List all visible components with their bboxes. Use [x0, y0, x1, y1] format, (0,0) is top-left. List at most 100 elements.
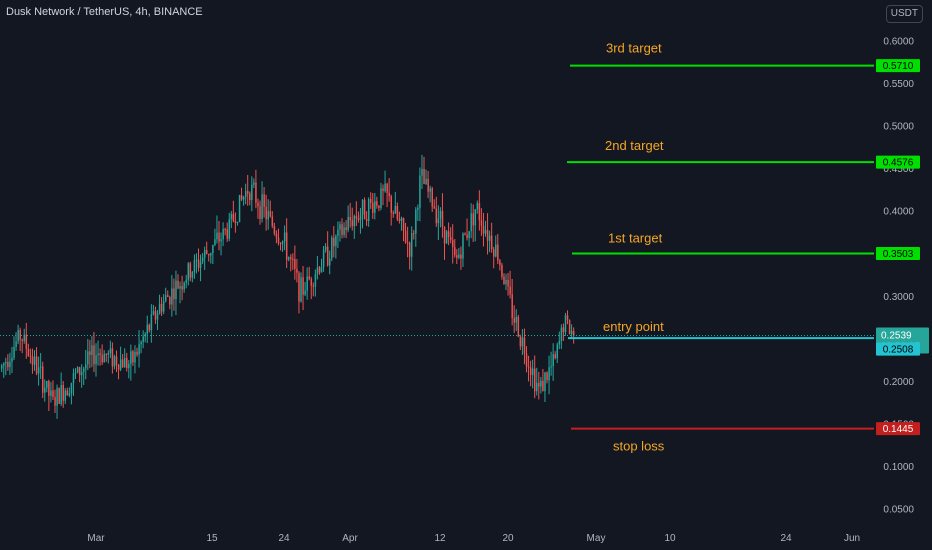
candle: [302, 266, 304, 311]
candle: [347, 205, 349, 233]
candle: [564, 312, 567, 336]
candle: [558, 331, 561, 350]
candle: [429, 185, 431, 203]
candle: [52, 380, 54, 401]
candle: [124, 348, 126, 368]
candle: [290, 254, 292, 272]
symbol-title[interactable]: Dusk Network / TetherUS, 4h, BINANCE: [6, 6, 203, 18]
candle: [171, 275, 173, 317]
candle: [452, 224, 454, 264]
candle: [525, 346, 528, 373]
candle: [173, 278, 175, 311]
candle: [454, 239, 456, 258]
candle: [513, 305, 515, 333]
price-tag-1st-target: 0.3503: [876, 246, 920, 260]
candle: [23, 328, 26, 344]
candle: [351, 207, 354, 231]
candle: [406, 226, 409, 258]
candle: [411, 226, 413, 271]
candle: [476, 200, 479, 214]
candle: [331, 235, 333, 262]
svg-text:0.4576: 0.4576: [883, 158, 914, 169]
x-tick-label: Mar: [87, 533, 105, 544]
candle: [390, 194, 392, 226]
candle: [480, 208, 483, 236]
candle: [251, 176, 253, 212]
candle: [21, 338, 23, 354]
candle: [505, 273, 507, 291]
candle: [1, 363, 3, 373]
candle: [370, 192, 372, 209]
currency-badge[interactable]: USDT: [885, 5, 923, 23]
candle: [31, 348, 34, 374]
candle: [392, 210, 395, 218]
candle: [175, 270, 177, 316]
x-tick-label: 20: [502, 533, 514, 544]
candle: [185, 274, 187, 289]
candle: [126, 352, 128, 372]
candle: [54, 389, 56, 413]
candle: [472, 204, 474, 242]
y-tick-label: 0.5500: [883, 79, 914, 90]
annotation-stop-loss[interactable]: stop loss: [613, 439, 665, 454]
candle: [456, 249, 458, 264]
y-tick-label: 0.6000: [883, 37, 914, 48]
candle: [386, 182, 388, 208]
candle: [240, 187, 243, 202]
candle: [177, 274, 179, 290]
candle: [142, 330, 144, 349]
price-tag-entry-point: 0.2508: [876, 342, 920, 356]
candle: [244, 183, 247, 205]
annotation-entry-point[interactable]: entry point: [603, 319, 664, 334]
candle: [212, 244, 214, 265]
candle: [503, 273, 505, 285]
candle: [529, 360, 532, 387]
candle: [443, 226, 446, 260]
candle: [312, 282, 315, 297]
candle: [83, 366, 85, 386]
candle: [103, 350, 105, 363]
annotation-1st-target[interactable]: 1st target: [608, 230, 663, 245]
candle: [203, 246, 206, 270]
candle: [417, 204, 419, 221]
candle: [365, 211, 368, 226]
candle: [179, 281, 181, 304]
candle: [361, 199, 364, 229]
candle: [105, 353, 108, 362]
candle: [396, 202, 399, 222]
level-lines: [567, 64, 874, 430]
candle: [355, 201, 358, 226]
candle: [388, 178, 390, 202]
x-tick-label: Jun: [844, 533, 860, 544]
candle: [234, 212, 237, 233]
y-tick-label: 0.5000: [883, 122, 914, 133]
annotation-3rd-target[interactable]: 3rd target: [606, 41, 662, 56]
candle: [27, 343, 30, 357]
candle: [511, 278, 513, 326]
annotation-2nd-target[interactable]: 2nd target: [605, 138, 664, 153]
candle: [136, 347, 138, 357]
candle: [294, 245, 296, 280]
candle: [158, 294, 161, 315]
candle: [495, 235, 497, 258]
candle: [58, 387, 60, 405]
x-tick-label: 15: [206, 533, 218, 544]
price-tag-3rd-target: 0.5710: [876, 59, 920, 73]
candle: [478, 190, 481, 231]
candle: [13, 336, 15, 361]
candle: [273, 222, 276, 236]
candle: [488, 230, 491, 253]
candle: [91, 336, 93, 368]
candle: [279, 242, 282, 251]
time-axis[interactable]: Mar 15 24 Apr 12 20 May 10 24 Jun: [87, 533, 860, 544]
price-axis[interactable]: 0.60000.55000.50000.45000.40000.35000.30…: [883, 37, 914, 516]
candle: [167, 290, 169, 298]
candle: [304, 281, 306, 297]
candle: [464, 232, 466, 236]
candle: [435, 196, 438, 227]
candle: [507, 272, 509, 296]
level-annotations: 3rd target 2nd target 1st target entry poin…: [603, 41, 665, 454]
candle: [74, 368, 77, 380]
candle: [363, 197, 366, 220]
